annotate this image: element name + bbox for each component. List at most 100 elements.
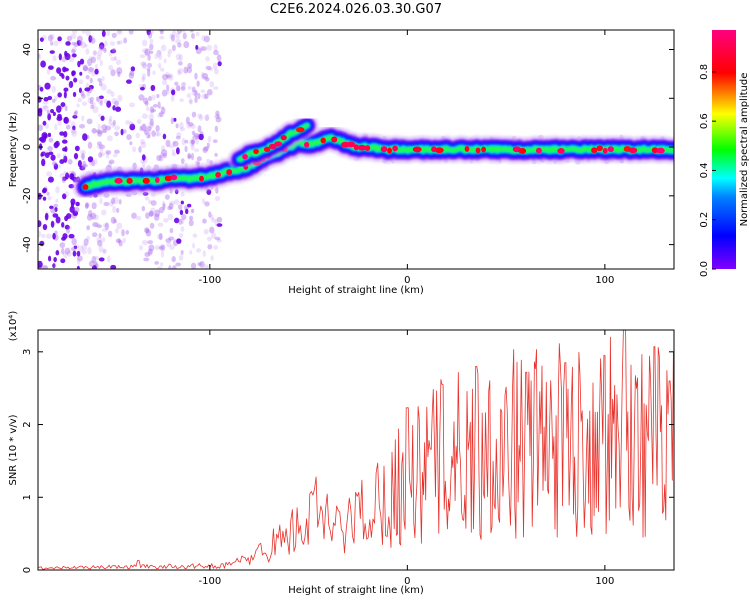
spectrogram-speckle (50, 41, 54, 46)
spectrogram-speckle (196, 80, 200, 87)
spectrogram-speckle (59, 159, 65, 164)
spectrogram-speckle (42, 264, 49, 269)
spectrogram-speckle (216, 238, 222, 243)
spectrogram-speckle (206, 142, 210, 149)
spectrogram-speckle (195, 31, 200, 37)
spectrogram-speckle (183, 205, 189, 210)
spectrogram-speckle (187, 154, 192, 159)
spectrogram-speckle (94, 256, 100, 260)
spectrogram-y-tick-label: 20 (22, 92, 33, 105)
spectrogram-speckle (171, 89, 176, 96)
spectrogram-speckle (113, 196, 119, 205)
spectrogram-speckle (140, 141, 147, 149)
spectrogram-speckle (108, 118, 112, 126)
spectrogram-speckle (167, 73, 174, 81)
spectrogram-speckle (153, 213, 160, 221)
spectrogram-speckle (175, 32, 180, 40)
spectrogram-speckle (99, 197, 103, 205)
spectrogram-speckle (189, 30, 194, 33)
spectrogram-speckle (170, 95, 175, 102)
snr-x-tick-label: 0 (404, 576, 410, 587)
spectrogram-main-ridge-hotspot (226, 169, 233, 176)
spectrogram-speckle (159, 111, 164, 118)
snr-y-label: SNR (10 * v/v) (8, 414, 19, 485)
spectrogram-speckle (191, 208, 195, 213)
spectrogram-speckle (185, 116, 190, 125)
spectrogram-speckle (163, 58, 167, 64)
spectrogram-speckle (190, 152, 195, 161)
spectrogram-speckle (60, 258, 66, 264)
spectrogram-speckle (145, 228, 150, 234)
spectrogram-speckle (85, 48, 90, 55)
spectrogram-speckle (109, 200, 114, 207)
spectrogram-speckle (207, 135, 212, 143)
spectrogram-x-tick-label: 100 (595, 275, 614, 286)
spectrogram-speckle (110, 264, 117, 269)
spectrogram-speckle (93, 50, 98, 56)
spectrogram-speckle (109, 41, 116, 46)
snr-x-label: Height of straight line (km) (288, 585, 424, 596)
spectrogram-speckle (122, 129, 127, 134)
spectrogram-speckle (84, 87, 91, 92)
spectrogram-speckle (95, 96, 100, 102)
spectrogram-speckle (162, 73, 169, 81)
spectrogram-speckle (108, 115, 113, 122)
spectrogram-speckle (89, 77, 93, 84)
spectrogram-speckle (173, 217, 180, 224)
spectrogram-speckle (175, 147, 180, 155)
spectrogram-speckle (97, 129, 104, 135)
spectrogram-speckle (47, 195, 52, 201)
spectrogram-speckle (207, 67, 214, 72)
spectrogram-speckle (101, 228, 108, 232)
spectrogram-speckle (115, 59, 121, 66)
spectrogram-speckle (46, 109, 51, 115)
spectrogram-speckle (50, 154, 56, 161)
spectrogram-speckle (116, 30, 123, 35)
spectrogram-speckle (55, 250, 60, 256)
spectrogram-speckle (209, 81, 215, 88)
spectrogram-speckle (149, 43, 154, 51)
spectrogram-speckle (194, 95, 198, 104)
spectrogram-speckle (89, 100, 94, 105)
spectrogram-speckle (154, 245, 160, 251)
spectrogram-speckle (57, 92, 62, 98)
spectrogram-speckle (60, 247, 65, 255)
spectrogram-speckle (39, 37, 44, 42)
spectrogram-speckle (96, 236, 103, 243)
spectrogram-speckle (183, 41, 190, 49)
spectrogram-speckle (92, 49, 97, 56)
spectrogram-speckle (43, 97, 49, 102)
spectrogram-speckle (196, 156, 202, 162)
spectrogram-speckle (147, 128, 152, 137)
spectrogram-speckle (117, 71, 121, 78)
spectrogram-speckle (96, 224, 103, 229)
spectrogram-speckle (169, 227, 174, 234)
spectrogram-speckle (141, 126, 148, 133)
spectrogram-speckle (215, 114, 221, 119)
spectrogram-main-ridge-hotspot (607, 146, 614, 153)
spectrogram-speckle (150, 200, 157, 206)
spectrogram-speckle (73, 77, 78, 83)
spectrogram-speckle (87, 156, 94, 163)
spectrogram-speckle (176, 30, 182, 35)
spectrogram-speckle (157, 101, 161, 109)
spectrogram-speckle (106, 255, 111, 263)
spectrogram-secondary-ridge-hotspot (242, 154, 248, 160)
spectrogram-speckle (144, 48, 151, 56)
spectrogram-speckle (63, 87, 69, 92)
spectrogram-speckle (135, 215, 142, 221)
spectrogram-speckle (80, 41, 87, 49)
spectrogram-speckle (208, 211, 212, 218)
spectrogram-speckle (160, 67, 165, 72)
spectrogram-speckle (148, 210, 154, 217)
spectrogram-speckle (38, 124, 43, 132)
spectrogram-speckle (97, 96, 103, 104)
spectrogram-speckle (200, 71, 205, 80)
colorbar-tick-label: 0.2 (699, 212, 710, 228)
spectrogram-speckle (202, 218, 207, 224)
spectrogram-speckle (189, 99, 193, 105)
spectrogram-main-ridge-hotspot (518, 147, 527, 154)
spectrogram-speckle (122, 237, 126, 244)
spectrogram-speckle (73, 207, 80, 213)
spectrogram-speckle (61, 236, 66, 241)
